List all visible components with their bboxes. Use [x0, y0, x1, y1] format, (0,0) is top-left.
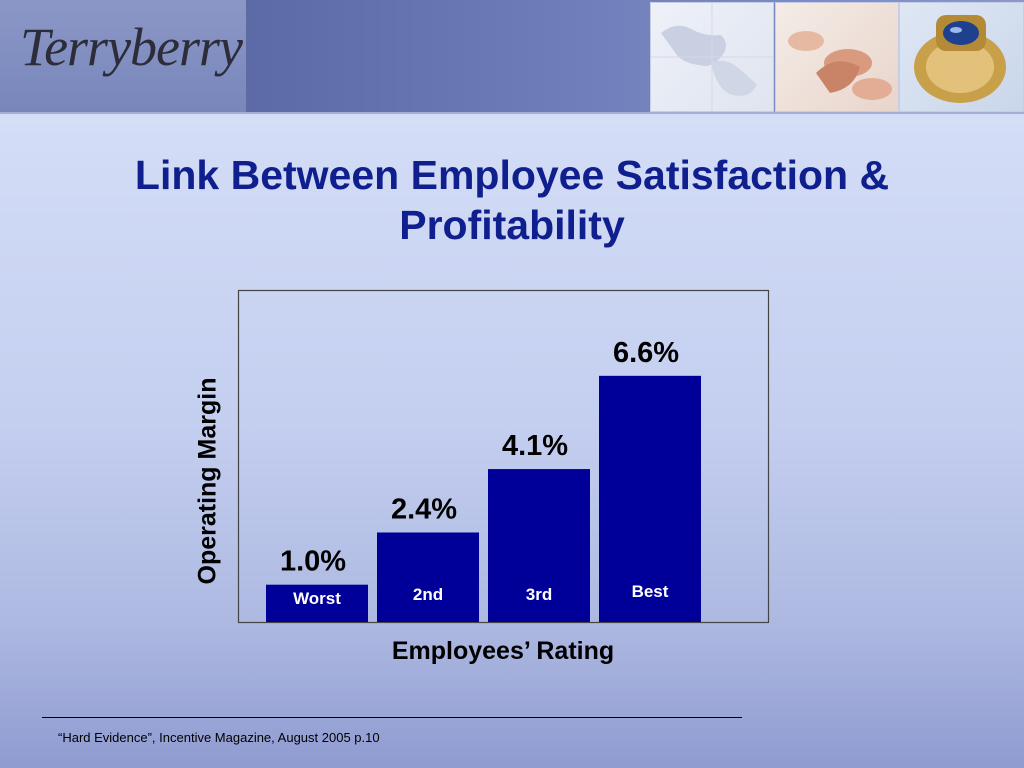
bar-worst	[266, 584, 368, 622]
source-citation: “Hard Evidence”, Incentive Magazine, Aug…	[58, 730, 380, 745]
x-axis-label: Employees’ Rating	[391, 637, 615, 665]
y-axis-label: Operating Margin	[193, 377, 222, 585]
bar-3rd	[488, 469, 590, 622]
class-ring-image	[899, 2, 1024, 112]
bar-2nd	[377, 532, 479, 622]
value-label-worst: 1.0%	[280, 546, 346, 578]
category-label-worst: Worst	[293, 589, 341, 608]
category-label-best: Best	[632, 582, 669, 601]
map-image	[650, 2, 774, 112]
plot-frame	[237, 289, 770, 624]
title-line-1: Link Between Employee Satisfaction &	[134, 152, 890, 198]
category-label-3rd: 3rd	[526, 585, 552, 604]
bars-group: 1.0% Worst 2.4% 2nd 4.1% 3rd 6.6% Best	[266, 337, 701, 622]
value-label-2nd: 2.4%	[391, 493, 457, 525]
header-banner: Terryberry	[0, 0, 1024, 114]
clapping-hands-image	[775, 2, 899, 112]
value-label-3rd: 4.1%	[502, 430, 568, 462]
slide-title: Link Between Employee Satisfaction & Pro…	[40, 150, 984, 250]
title-line-2: Profitability	[399, 202, 625, 248]
logo-area: Terryberry	[0, 0, 247, 112]
category-label-2nd: 2nd	[413, 585, 443, 604]
terryberry-logo: Terryberry	[20, 17, 243, 77]
value-label-best: 6.6%	[613, 337, 679, 369]
bar-best	[599, 375, 701, 622]
source-divider	[42, 717, 742, 718]
